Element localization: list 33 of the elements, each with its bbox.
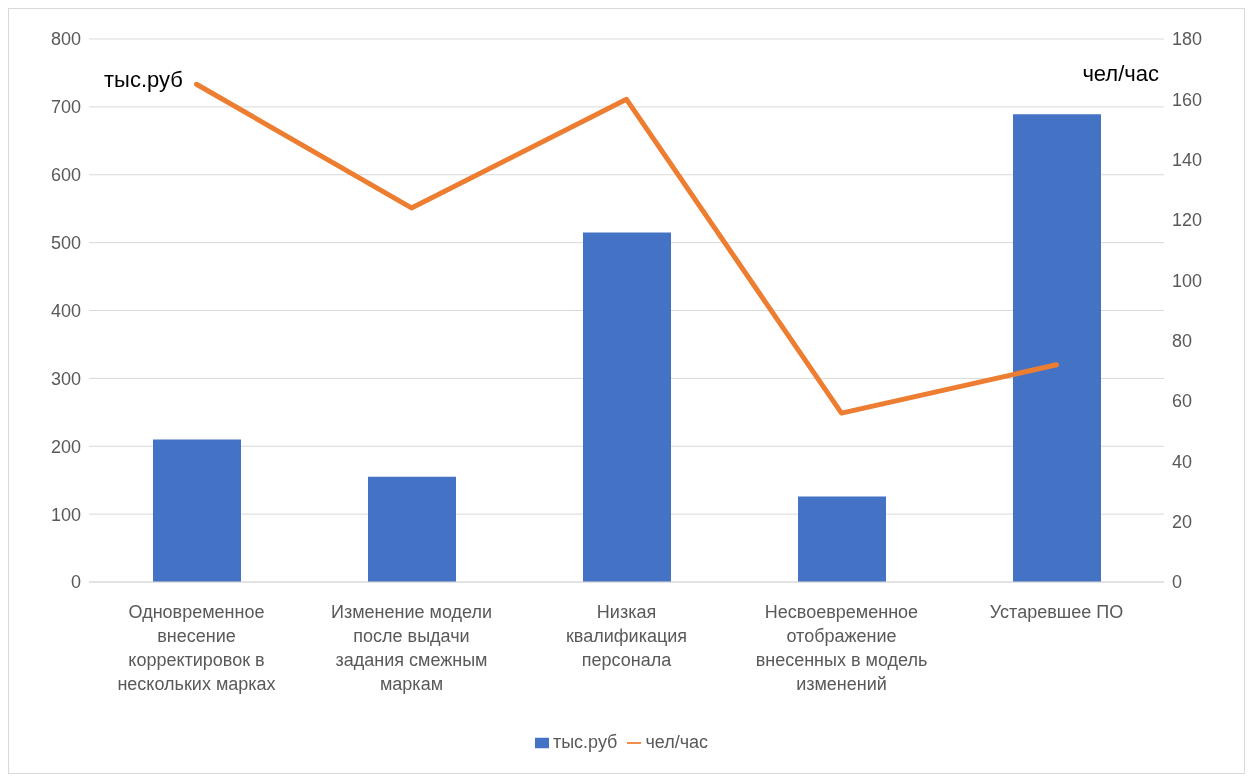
legend-label: чел/час: [645, 732, 709, 752]
bar: [1013, 114, 1101, 582]
y2-tick-label: 80: [1172, 331, 1193, 352]
y2-tick-label: 60: [1172, 391, 1193, 412]
y-axis-title: тыс.руб: [104, 67, 183, 93]
x-tick-label: Несвоевременное отображение внесенных в модель изменений: [755, 602, 928, 694]
x-tick-label: Изменение модели после выдачи задания смежным маркам: [331, 602, 492, 694]
legend-label: тыс.руб: [552, 732, 618, 752]
y2-tick-label: 0: [1172, 572, 1183, 593]
y-tick-label: 400: [50, 300, 81, 321]
y-tick-label: 200: [50, 436, 81, 457]
y-tick-label: 300: [50, 368, 81, 389]
y-tick-label: 600: [50, 165, 81, 186]
y2-tick-label: 100: [1172, 270, 1203, 291]
y2-tick-label: 20: [1172, 512, 1193, 533]
bar: [153, 439, 241, 582]
bar: [798, 496, 886, 582]
y2-tick-label: 160: [1172, 89, 1203, 110]
y2-tick-label: 120: [1172, 210, 1203, 231]
x-tick-label: Устаревшее ПО: [989, 602, 1124, 622]
y2-tick-label: 140: [1172, 150, 1203, 171]
y-tick-label: 100: [50, 504, 81, 525]
y-tick-label: 700: [50, 97, 81, 118]
bar: [583, 232, 671, 582]
x-tick-label: Одновременное внесение корректировок в нескольких марках: [117, 602, 276, 694]
y-tick-label: 800: [50, 29, 81, 50]
y-tick-label: 500: [50, 233, 81, 254]
y2-axis-title: чел/час: [1082, 61, 1159, 87]
x-tick-label: Низкая квалификация персонала: [565, 602, 688, 670]
bar: [368, 476, 456, 582]
y2-tick-label: 40: [1172, 451, 1193, 472]
y2-tick-label: 180: [1172, 29, 1203, 50]
y-tick-label: 0: [70, 572, 81, 593]
